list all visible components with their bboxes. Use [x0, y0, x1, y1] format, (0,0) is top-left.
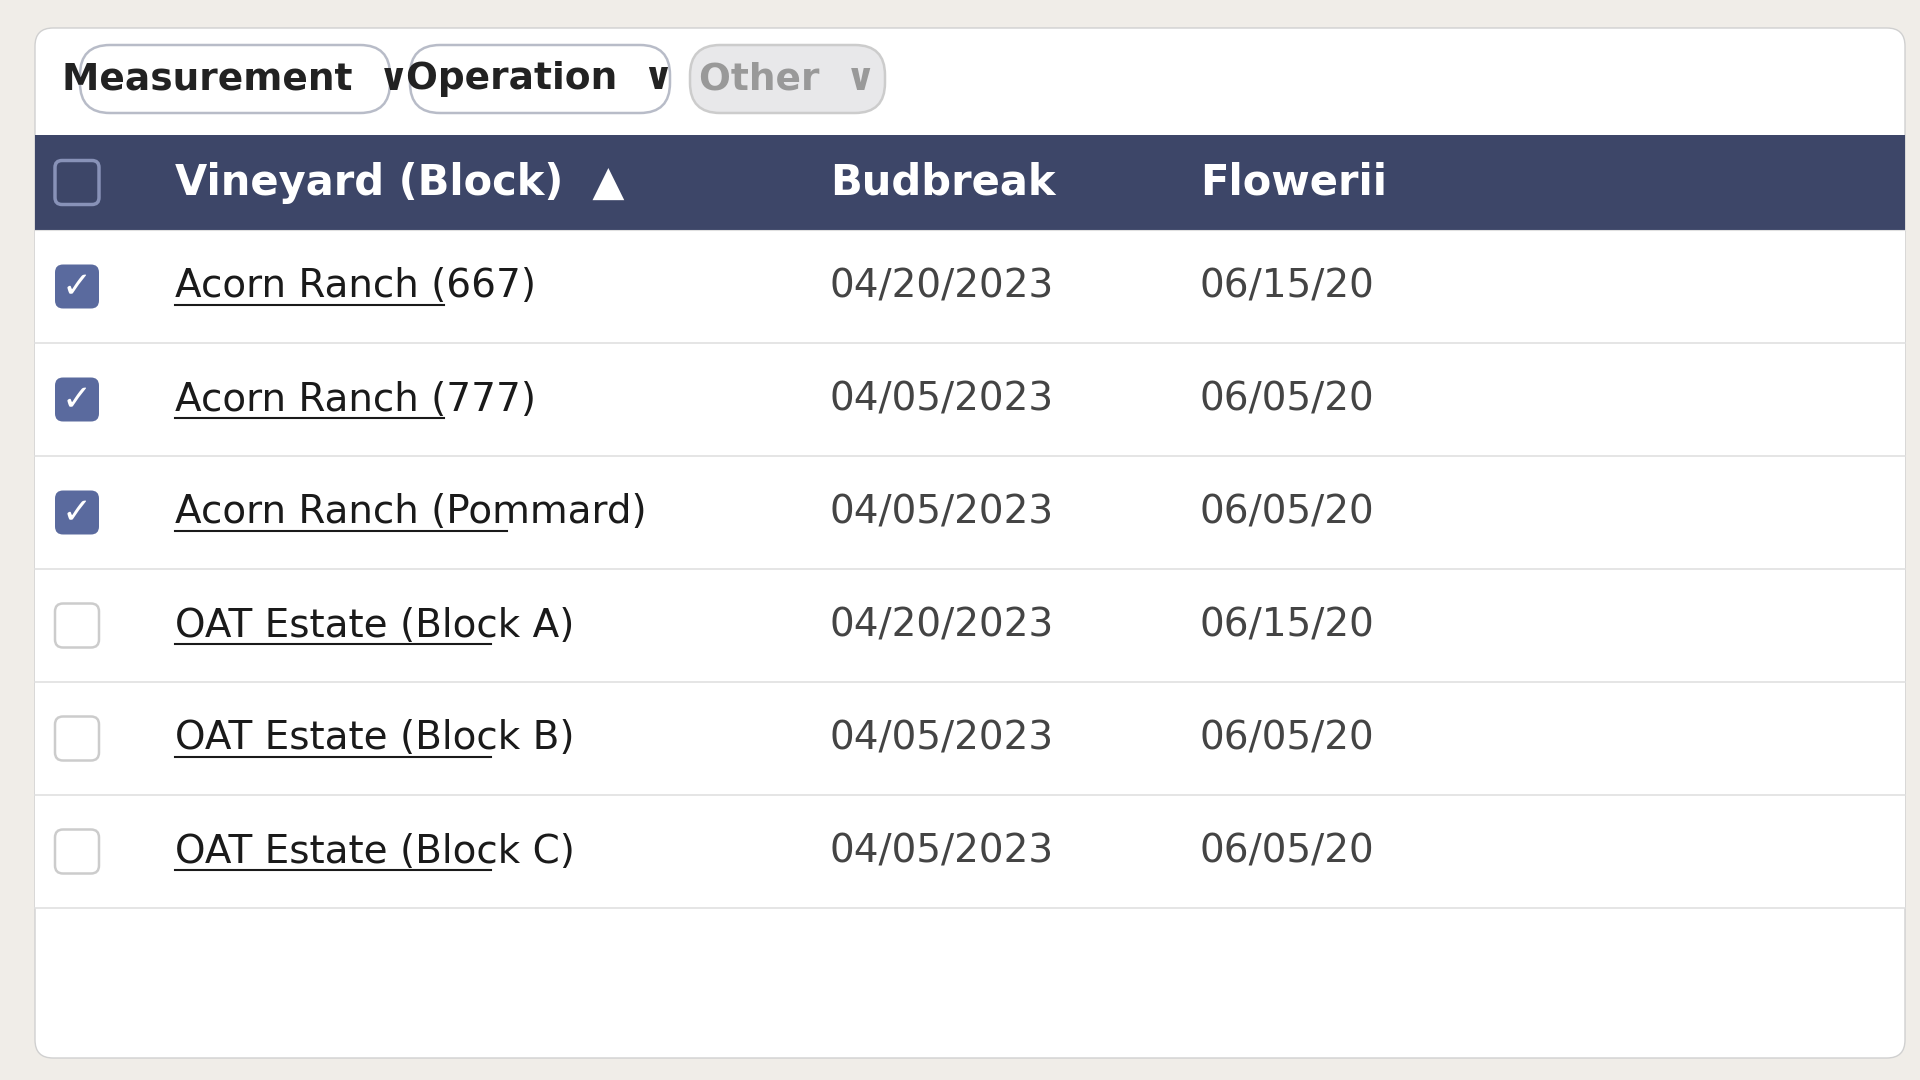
Bar	[35, 135, 1905, 230]
FancyBboxPatch shape	[56, 829, 100, 874]
Text: OAT Estate (Block C): OAT Estate (Block C)	[175, 833, 574, 870]
FancyBboxPatch shape	[35, 28, 1905, 1058]
Text: OAT Estate (Block B): OAT Estate (Block B)	[175, 719, 574, 757]
FancyBboxPatch shape	[56, 161, 100, 204]
Text: Budbreak: Budbreak	[829, 162, 1056, 203]
Text: 06/05/20: 06/05/20	[1200, 833, 1375, 870]
FancyBboxPatch shape	[56, 716, 100, 760]
FancyBboxPatch shape	[56, 378, 100, 421]
FancyBboxPatch shape	[411, 45, 670, 113]
Text: Flowerii: Flowerii	[1200, 162, 1386, 203]
Text: 06/15/20: 06/15/20	[1200, 607, 1375, 645]
Text: Acorn Ranch (667): Acorn Ranch (667)	[175, 268, 536, 306]
Bar	[35, 456, 1905, 569]
FancyBboxPatch shape	[56, 265, 100, 309]
Text: ✓: ✓	[61, 383, 92, 418]
Text: 04/05/2023: 04/05/2023	[829, 833, 1054, 870]
Bar	[35, 343, 1905, 456]
FancyBboxPatch shape	[56, 604, 100, 648]
Text: 04/05/2023: 04/05/2023	[829, 719, 1054, 757]
Text: 04/05/2023: 04/05/2023	[829, 380, 1054, 418]
Bar	[35, 681, 1905, 795]
Text: Other  ∨: Other ∨	[699, 60, 876, 97]
Bar	[35, 795, 1905, 908]
FancyBboxPatch shape	[689, 45, 885, 113]
Bar	[35, 569, 1905, 681]
Text: Acorn Ranch (Pommard): Acorn Ranch (Pommard)	[175, 494, 647, 531]
Bar	[35, 230, 1905, 343]
Text: Operation  ∨: Operation ∨	[407, 60, 674, 97]
Text: 06/05/20: 06/05/20	[1200, 380, 1375, 418]
Text: Acorn Ranch (777): Acorn Ranch (777)	[175, 380, 536, 418]
Text: Vineyard (Block)  ▲: Vineyard (Block) ▲	[175, 162, 624, 203]
Text: 04/20/2023: 04/20/2023	[829, 268, 1054, 306]
FancyBboxPatch shape	[81, 45, 390, 113]
Text: ✓: ✓	[61, 497, 92, 530]
FancyBboxPatch shape	[56, 490, 100, 535]
Text: Measurement  ∨: Measurement ∨	[61, 60, 409, 97]
Text: 04/20/2023: 04/20/2023	[829, 607, 1054, 645]
Text: OAT Estate (Block A): OAT Estate (Block A)	[175, 607, 574, 645]
Text: 06/05/20: 06/05/20	[1200, 494, 1375, 531]
Text: 06/15/20: 06/15/20	[1200, 268, 1375, 306]
Text: 06/05/20: 06/05/20	[1200, 719, 1375, 757]
Text: ✓: ✓	[61, 270, 92, 305]
Text: 04/05/2023: 04/05/2023	[829, 494, 1054, 531]
